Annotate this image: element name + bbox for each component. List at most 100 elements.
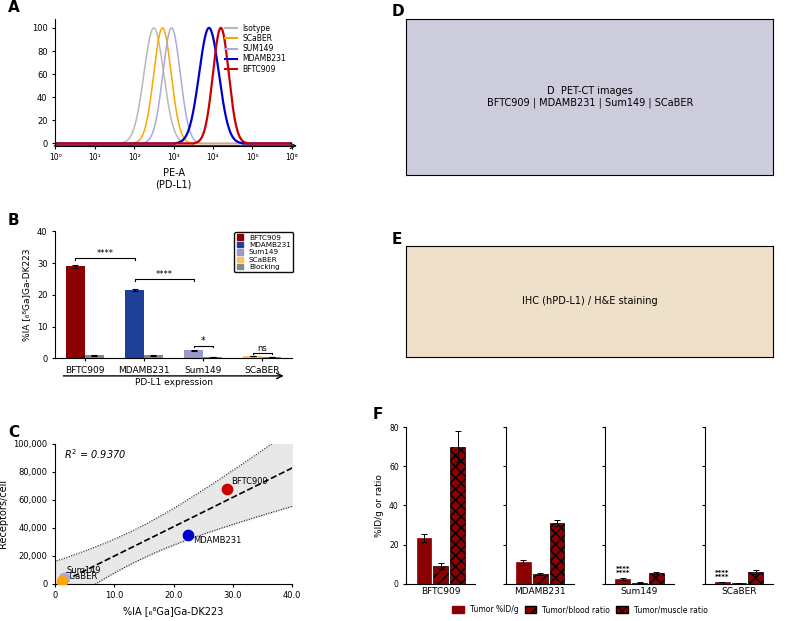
Point [220, 484, 233, 494]
SUM149 [159, 61, 169, 68]
MDAMB231 [159, 140, 169, 147]
SUM149 [50, 140, 60, 147]
Line: MDAMB231: MDAMB231 [55, 28, 292, 143]
Text: BFTC909: BFTC909 [231, 478, 268, 486]
Isotype [280, 140, 290, 147]
Bar [433, 566, 448, 584]
Text: ****: **** [155, 270, 173, 279]
Text: ****: **** [615, 570, 630, 576]
Line: Isotype: Isotype [55, 28, 292, 143]
Text: ****: **** [96, 249, 114, 258]
Isotype [62, 140, 72, 147]
Bar [417, 538, 432, 584]
MDAMB231 [280, 140, 290, 147]
Text: D  PET-CT images
BFTC909 | MDAMB231 | Sum149 | SCaBER: D PET-CT images BFTC909 | MDAMB231 | Sum… [487, 86, 693, 108]
SCaBER [159, 26, 169, 34]
Text: D: D [392, 4, 405, 19]
Text: IHC (hPD-L1) / H&E staining: IHC (hPD-L1) / H&E staining [522, 296, 658, 306]
MDAMB231 [166, 140, 175, 147]
Bar [649, 573, 664, 584]
Legend: BFTC909, MDAMB231, Sum149, SCaBER, Blocking: BFTC909, MDAMB231, Sum149, SCaBER, Block… [234, 232, 293, 273]
Bar [516, 562, 531, 584]
X-axis label: PE-A
(PD-L1): PE-A (PD-L1) [155, 168, 192, 189]
Text: E: E [392, 232, 402, 247]
Isotype [287, 140, 297, 147]
Text: A: A [8, 0, 20, 16]
Text: ns: ns [257, 343, 267, 353]
BFTC909 [159, 140, 169, 147]
X-axis label: MDAMB231: MDAMB231 [514, 586, 566, 596]
Legend: Tumor %ID/g, Tumor/blood ratio, Tumor/muscle ratio: Tumor %ID/g, Tumor/blood ratio, Tumor/mu… [449, 602, 711, 617]
SCaBER [280, 140, 290, 147]
Isotype [280, 140, 290, 147]
BFTC909 [287, 140, 297, 147]
SCaBER [158, 24, 167, 32]
BFTC909 [280, 140, 290, 147]
Text: Sum149: Sum149 [66, 566, 101, 575]
Point [58, 573, 70, 583]
BFTC909 [280, 140, 290, 147]
Y-axis label: Receptors/cell: Receptors/cell [0, 479, 8, 548]
Bar [84, 355, 103, 358]
Bar [632, 582, 647, 584]
SUM149 [280, 140, 290, 147]
Text: C: C [8, 425, 19, 440]
Text: $R^2$ = 0.9370: $R^2$ = 0.9370 [64, 447, 126, 461]
BFTC909 [62, 140, 72, 147]
Isotype [237, 140, 246, 147]
Text: SCaBER: SCaBER [65, 573, 98, 581]
Bar [731, 582, 746, 584]
Text: ****: **** [715, 569, 730, 576]
SCaBER [50, 140, 60, 147]
MDAMB231 [50, 140, 60, 147]
X-axis label: BFTC909: BFTC909 [421, 586, 461, 596]
Point [56, 576, 69, 586]
BFTC909 [166, 140, 175, 147]
MDAMB231 [62, 140, 72, 147]
BFTC909 [237, 136, 246, 143]
SUM149 [166, 25, 175, 33]
Bar [549, 523, 564, 584]
SCaBER [287, 140, 297, 147]
Bar [748, 572, 763, 584]
Bar [66, 266, 84, 358]
Legend: Isotype, SCaBER, SUM149, MDAMB231, BFTC909: Isotype, SCaBER, SUM149, MDAMB231, BFTC9… [223, 22, 288, 75]
SCaBER [62, 140, 72, 147]
SCaBER [280, 140, 290, 147]
Point [182, 530, 195, 540]
SUM149 [166, 24, 176, 32]
BFTC909 [216, 24, 226, 32]
Bar [533, 574, 548, 584]
Y-axis label: %ID/g or ratio: %ID/g or ratio [375, 474, 383, 537]
Text: F: F [372, 407, 383, 422]
SUM149 [62, 140, 72, 147]
Y-axis label: %IA [₆⁸Ga]Ga-DK223: %IA [₆⁸Ga]Ga-DK223 [22, 248, 32, 341]
SCaBER [166, 63, 175, 71]
X-axis label: SCaBER: SCaBER [721, 586, 757, 596]
Isotype [50, 140, 60, 147]
Bar [144, 355, 163, 358]
Bar [715, 582, 730, 584]
BFTC909 [50, 140, 60, 147]
Line: SCaBER: SCaBER [55, 28, 292, 143]
Text: MDAMB231: MDAMB231 [193, 536, 241, 545]
Isotype [159, 73, 169, 80]
Text: ****: **** [715, 574, 730, 580]
SCaBER [237, 140, 246, 147]
Bar [125, 290, 144, 358]
MDAMB231 [280, 140, 290, 147]
SUM149 [287, 140, 297, 147]
Line: BFTC909: BFTC909 [55, 28, 292, 143]
Bar [262, 357, 281, 358]
Bar [185, 350, 203, 358]
Text: ****: **** [615, 566, 630, 571]
MDAMB231 [237, 139, 246, 147]
Text: PD-L1 expression: PD-L1 expression [135, 378, 212, 388]
SUM149 [237, 140, 246, 147]
Isotype [149, 24, 159, 32]
Text: *: * [200, 336, 205, 346]
Line: SUM149: SUM149 [55, 28, 292, 143]
Bar [451, 446, 465, 584]
X-axis label: Sum149: Sum149 [621, 586, 658, 596]
MDAMB231 [204, 24, 214, 32]
